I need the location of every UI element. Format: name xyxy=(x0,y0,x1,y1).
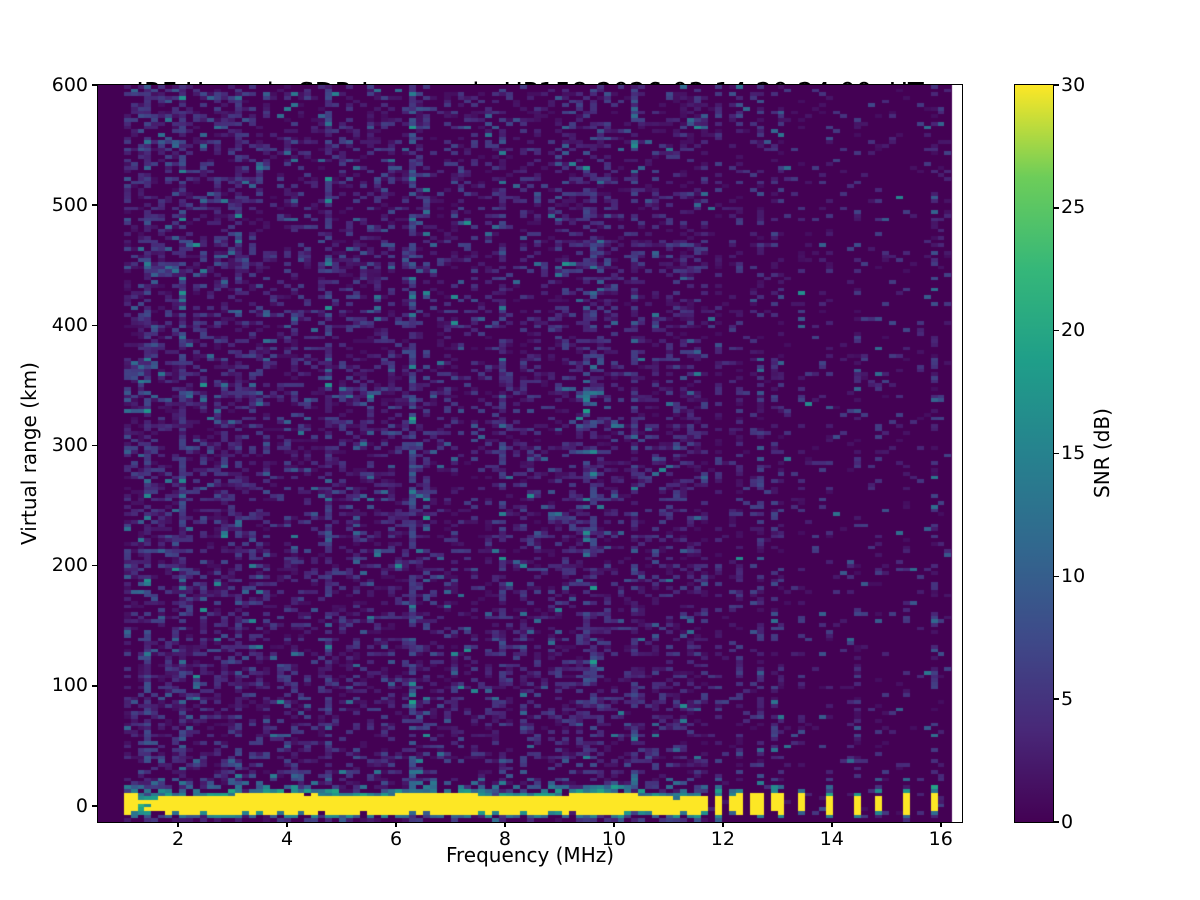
x-axis-label: Frequency (MHz) xyxy=(445,843,615,867)
y-tick-mark xyxy=(92,84,98,86)
y-tick-label: 300 xyxy=(51,434,88,456)
y-tick-label: 100 xyxy=(51,674,88,697)
colorbar-tick-label: 30 xyxy=(1061,73,1086,96)
x-tick-label: 12 xyxy=(710,828,735,850)
x-tick-label: 6 xyxy=(389,828,403,850)
colorbar-tick-mark xyxy=(1053,207,1059,209)
y-tick-mark xyxy=(92,805,98,807)
colorbar-tick-label: 10 xyxy=(1061,564,1086,587)
y-tick-mark xyxy=(92,204,98,206)
y-tick-mark xyxy=(92,444,98,447)
y-tick-label: 500 xyxy=(51,193,88,216)
y-tick-mark xyxy=(92,564,98,567)
x-tick-label: 16 xyxy=(928,828,953,850)
colorbar-tick-mark xyxy=(1053,698,1059,700)
x-tick-mark xyxy=(395,822,397,827)
colorbar-tick-label: 15 xyxy=(1061,442,1086,464)
x-tick-mark xyxy=(940,822,942,827)
colorbar-tick-mark xyxy=(1053,575,1059,578)
x-tick-label: 10 xyxy=(601,828,626,850)
x-tick-label: 14 xyxy=(819,828,844,850)
x-tick-mark xyxy=(831,822,833,827)
x-tick-mark xyxy=(722,822,724,827)
colorbar-tick-mark xyxy=(1053,821,1059,823)
x-tick-mark xyxy=(286,822,288,827)
y-tick-label: 200 xyxy=(51,554,88,577)
x-tick-label: 8 xyxy=(498,828,511,850)
y-tick-label: 600 xyxy=(51,73,88,96)
x-tick-label: 4 xyxy=(280,828,294,850)
colorbar-tick-label: 5 xyxy=(1061,687,1074,710)
colorbar-tick-mark xyxy=(1053,84,1059,86)
x-tick-mark xyxy=(504,822,506,827)
colorbar-tick-mark xyxy=(1053,329,1059,332)
colorbar-gradient xyxy=(1015,85,1053,822)
colorbar-label: SNR (dB) xyxy=(1090,408,1114,499)
x-tick-mark xyxy=(177,822,179,827)
x-tick-label: 2 xyxy=(172,828,185,850)
heatmap-canvas xyxy=(98,85,962,822)
y-tick-mark xyxy=(92,324,98,327)
colorbar-tick-label: 20 xyxy=(1061,319,1086,342)
colorbar-tick-label: 0 xyxy=(1061,810,1074,833)
colorbar-tick-label: 25 xyxy=(1061,196,1086,219)
y-tick-label: 0 xyxy=(75,794,88,817)
x-tick-mark xyxy=(613,822,615,827)
y-tick-mark xyxy=(92,685,98,687)
y-tick-label: 400 xyxy=(51,313,88,336)
colorbar-tick-mark xyxy=(1053,452,1059,455)
